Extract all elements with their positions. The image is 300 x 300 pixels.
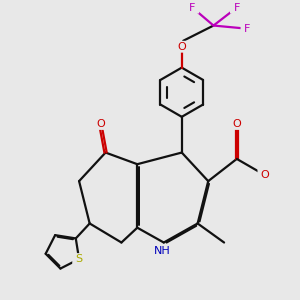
- Text: O: O: [177, 42, 186, 52]
- Text: S: S: [76, 254, 82, 264]
- Text: NH: NH: [154, 246, 171, 256]
- FancyBboxPatch shape: [230, 118, 244, 130]
- Text: F: F: [189, 3, 196, 13]
- Text: O: O: [96, 119, 105, 129]
- FancyBboxPatch shape: [175, 41, 189, 52]
- FancyBboxPatch shape: [72, 253, 86, 265]
- Text: O: O: [232, 119, 241, 129]
- FancyBboxPatch shape: [185, 2, 199, 14]
- Text: F: F: [244, 24, 250, 34]
- Text: F: F: [234, 3, 240, 13]
- FancyBboxPatch shape: [241, 23, 254, 35]
- FancyBboxPatch shape: [155, 245, 169, 257]
- FancyBboxPatch shape: [257, 169, 271, 181]
- FancyBboxPatch shape: [93, 118, 107, 130]
- Text: O: O: [260, 170, 269, 180]
- FancyBboxPatch shape: [230, 2, 244, 14]
